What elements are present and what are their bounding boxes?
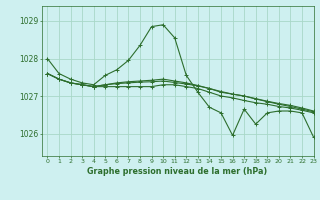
- X-axis label: Graphe pression niveau de la mer (hPa): Graphe pression niveau de la mer (hPa): [87, 167, 268, 176]
